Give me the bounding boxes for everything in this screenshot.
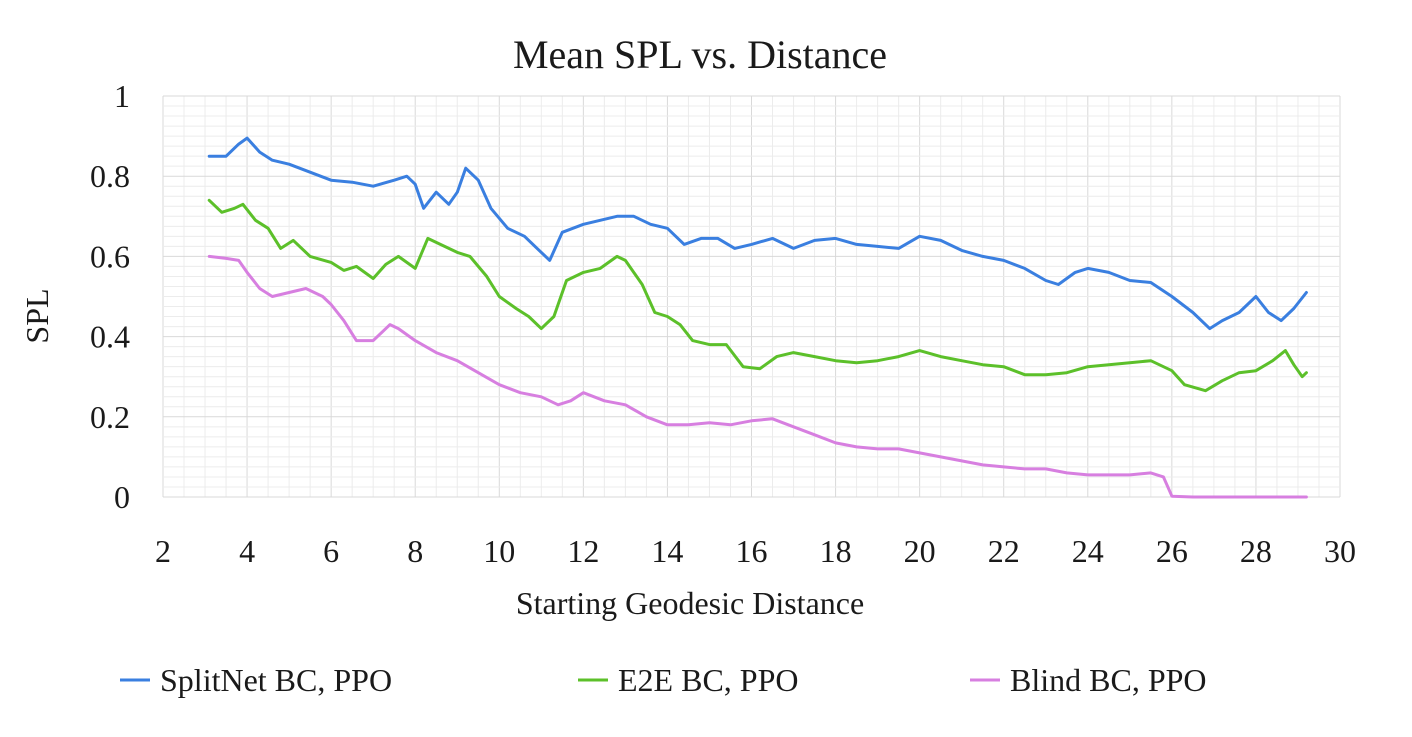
y-tick-label: 0.4	[90, 319, 130, 355]
x-tick-label: 18	[820, 533, 852, 569]
x-tick-label: 22	[988, 533, 1020, 569]
y-tick-label: 0.6	[90, 238, 130, 274]
x-tick-label: 30	[1324, 533, 1356, 569]
x-tick-label: 28	[1240, 533, 1272, 569]
x-axis-label: Starting Geodesic Distance	[516, 585, 864, 621]
x-tick-label: 20	[904, 533, 936, 569]
legend-label-1: SplitNet BC, PPO	[160, 662, 392, 698]
y-tick-label: 0.2	[90, 399, 130, 435]
y-tick-label: 1	[114, 78, 130, 114]
x-tick-label: 2	[155, 533, 171, 569]
y-tick-label: 0	[114, 479, 130, 515]
y-tick-label: 0.8	[90, 158, 130, 194]
series-line-3	[207, 254, 1308, 499]
x-tick-label: 16	[736, 533, 768, 569]
y-axis-label: SPL	[19, 288, 55, 343]
legend-label-3: Blind BC, PPO	[1010, 662, 1207, 698]
legend: SplitNet BC, PPO E2E BC, PPO Blind BC, PPO	[120, 662, 1207, 698]
x-tick-label: 4	[239, 533, 255, 569]
x-tick-label: 14	[651, 533, 683, 569]
grid	[162, 95, 1341, 498]
series-line-2	[207, 198, 1308, 393]
x-tick-label: 26	[1156, 533, 1188, 569]
x-tick-label: 12	[567, 533, 599, 569]
x-tick-label: 6	[323, 533, 339, 569]
x-tick-label: 10	[483, 533, 515, 569]
x-tick-label: 8	[407, 533, 423, 569]
chart-title: Mean SPL vs. Distance	[513, 32, 887, 77]
series-line-1	[207, 136, 1308, 331]
legend-label-2: E2E BC, PPO	[618, 662, 798, 698]
series-group	[207, 136, 1308, 499]
x-tick-label: 24	[1072, 533, 1104, 569]
